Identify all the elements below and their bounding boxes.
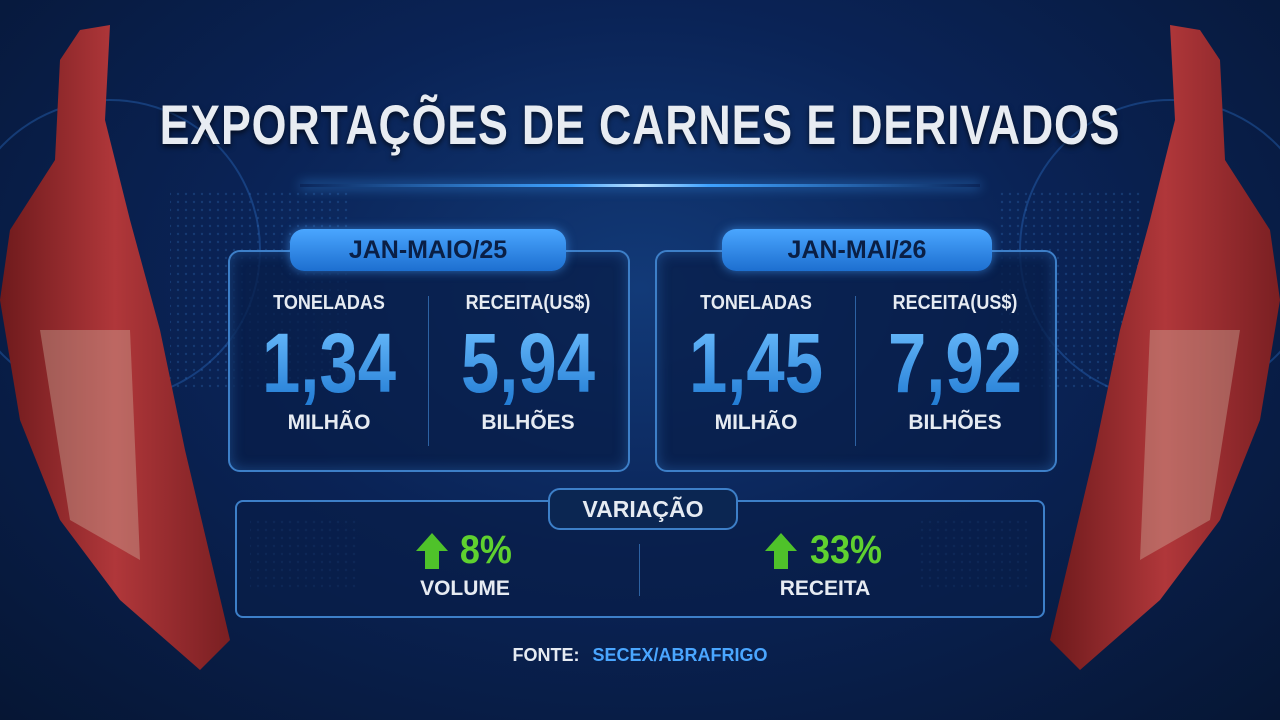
period-panel: TONELADAS 1,45 MILHÃO RECEITA(US$) 7,92 …: [655, 250, 1057, 472]
variation-label: RECEITA: [779, 577, 871, 600]
metric-label: TONELADAS: [700, 292, 812, 314]
metric-unit: BILHÕES: [908, 411, 1002, 434]
variation-title: VARIAÇÃO: [548, 488, 738, 530]
source-value: SECEX/ABRAFRIGO: [592, 645, 768, 665]
separator: [639, 544, 640, 596]
divider-glow: [300, 184, 980, 187]
metric: TONELADAS 1,34 MILHÃO: [230, 292, 428, 435]
metric-unit: MILHÃO: [287, 411, 371, 434]
metric-value: 1,34: [248, 317, 410, 409]
variation-item: 8% VOLUME: [345, 528, 585, 601]
metric: RECEITA(US$) 5,94 BILHÕES: [429, 292, 627, 435]
metric: TONELADAS 1,45 MILHÃO: [657, 292, 855, 435]
metric-label: RECEITA(US$): [892, 292, 1018, 314]
metric-value: 5,94: [447, 317, 609, 409]
metric-value: 7,92: [874, 317, 1036, 409]
variation-item: 33% RECEITA: [705, 528, 945, 601]
metric-unit: BILHÕES: [481, 411, 575, 434]
separator: [855, 296, 856, 446]
variation-label: VOLUME: [420, 577, 510, 600]
metric-unit: MILHÃO: [714, 411, 798, 434]
period-panel: TONELADAS 1,34 MILHÃO RECEITA(US$) 5,94 …: [228, 250, 630, 472]
source-label: FONTE:: [512, 645, 580, 665]
separator: [428, 296, 429, 446]
metric-label: TONELADAS: [273, 292, 385, 314]
up-arrow: [416, 532, 449, 569]
period-badge: JAN-MAI/26: [722, 229, 992, 271]
metric-value: 1,45: [675, 317, 837, 409]
title: EXPORTAÇÕES DE CARNES E DERIVADOS: [159, 93, 1121, 156]
metric: RECEITA(US$) 7,92 BILHÕES: [856, 292, 1054, 435]
variation-value: 33%: [809, 528, 883, 572]
source: FONTE: SECEX/ABRAFRIGO: [0, 645, 1280, 666]
period-badge: JAN-MAIO/25: [290, 229, 566, 271]
variation-value: 8%: [459, 528, 513, 572]
up-arrow: [764, 532, 797, 569]
metric-label: RECEITA(US$): [465, 292, 591, 314]
